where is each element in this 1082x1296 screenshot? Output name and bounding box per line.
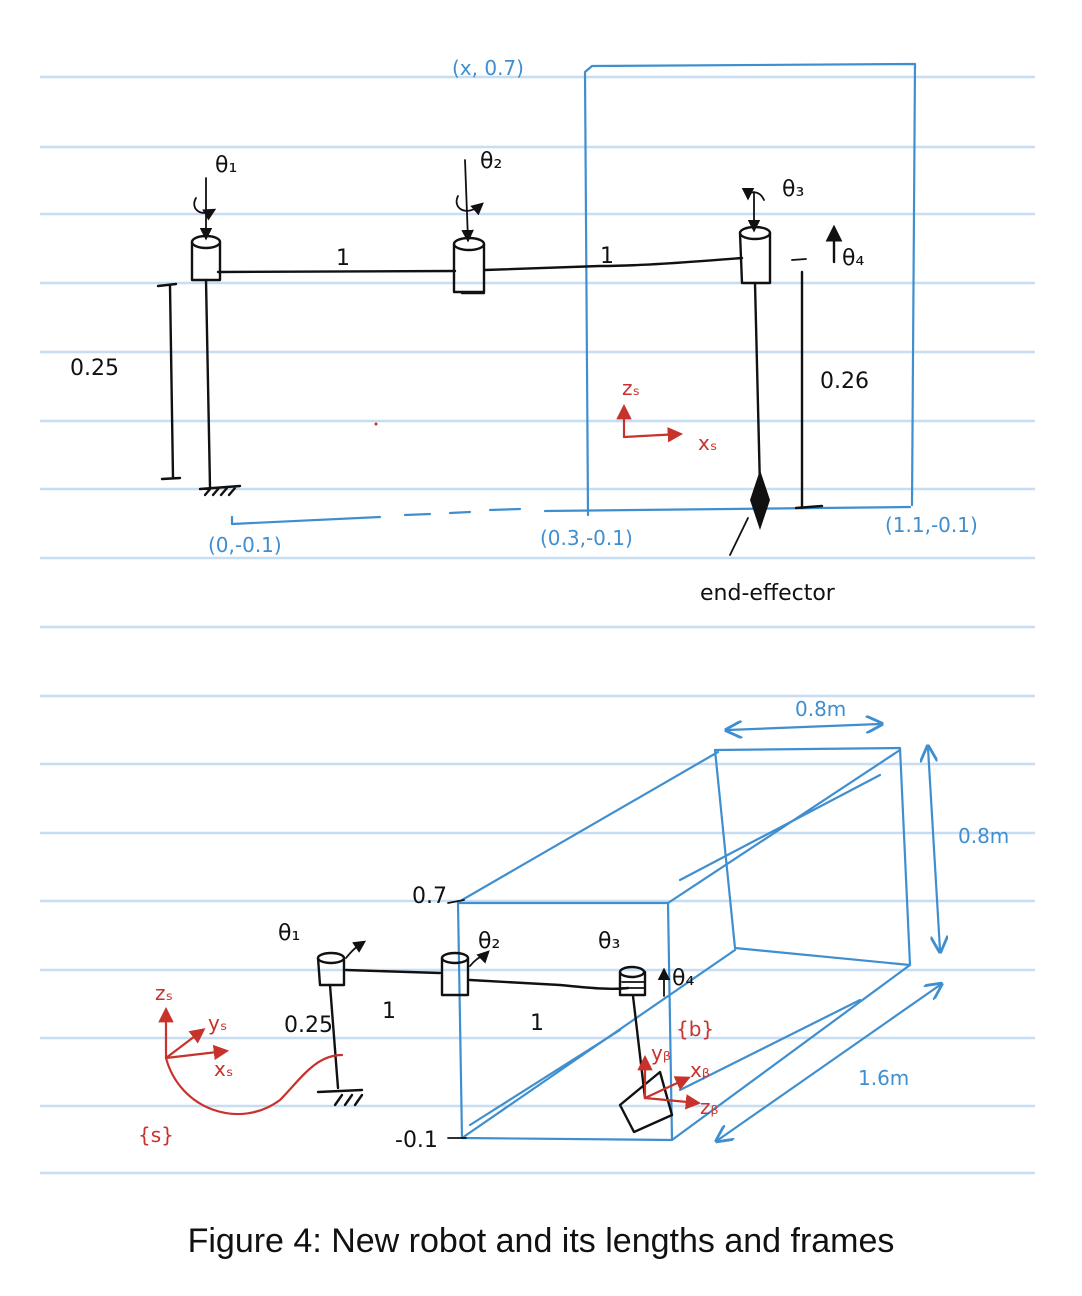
iso-view: 0.8m 0.8m 1.6m 0.7 -0.1 θ₁ θ₂ <box>138 697 1009 1153</box>
box-connecting-edges <box>460 748 912 1142</box>
iso-frame-s-y-label: yₛ <box>208 1011 227 1035</box>
joint-1-cylinder <box>190 177 222 282</box>
tool-height-dimension <box>794 270 824 510</box>
point-label-box-left: (0.3,-0.1) <box>540 526 633 550</box>
box-depth-label: 1.6m <box>858 1066 909 1090</box>
iso-theta3-label: θ₃ <box>598 929 620 954</box>
joint-2-cylinder <box>452 159 486 295</box>
tool-post <box>753 281 762 490</box>
iso-frame-s-y-axis <box>164 1028 206 1060</box>
iso-joint-1-cylinder <box>316 940 367 987</box>
iso-frame-s-x-axis <box>164 1044 230 1061</box>
ruled-lines <box>40 75 1035 1175</box>
box-height-label: 0.8m <box>958 824 1009 848</box>
point-label-origin: (0,-0.1) <box>208 533 282 557</box>
theta1-label: θ₁ <box>215 153 237 178</box>
link-line <box>216 256 744 274</box>
base-height-dimension <box>156 282 182 481</box>
iso-frame-s-link-curve <box>164 1053 344 1116</box>
iso-link2-length-label: 1 <box>530 1011 544 1036</box>
frame-s-x-axis <box>622 426 684 443</box>
iso-base-height-label: 0.25 <box>284 1013 333 1038</box>
end-effector-pointer <box>729 517 749 556</box>
iso-link-line <box>344 968 630 990</box>
ground-hatch <box>198 484 242 497</box>
joint-3-cylinder <box>738 187 772 285</box>
box-diagonals <box>468 773 882 1127</box>
iso-frame-b-z-axis <box>643 1094 702 1110</box>
frame-s-x-label: xₛ <box>698 431 717 455</box>
workspace-box-outline <box>583 62 917 517</box>
top-view: (x, 0.7) (0,-0.1) (0.3,-0.1) (1.1,-0.1) … <box>70 56 978 606</box>
iso-frame-s-name: {s} <box>138 1123 174 1147</box>
stray-dot <box>374 422 378 426</box>
box-height-arrow <box>928 748 940 950</box>
link2-length-label: 1 <box>600 244 614 269</box>
iso-base-post <box>328 983 340 1090</box>
iso-joint-2-cylinder <box>440 950 490 997</box>
floor-dashed-line <box>230 505 912 526</box>
iso-end-effector-plate <box>618 1070 674 1134</box>
iso-theta1-label: θ₁ <box>278 921 300 946</box>
iso-theta4-label: θ₄ <box>672 966 694 991</box>
iso-theta2-label: θ₂ <box>478 929 500 954</box>
box-back-face <box>713 746 912 967</box>
box-width-label: 0.8m <box>795 697 846 721</box>
theta4-tick <box>791 258 807 261</box>
figure-caption: Figure 4: New robot and its lengths and … <box>187 1222 895 1260</box>
iso-frame-b-x-label: xᵦ <box>690 1058 710 1082</box>
end-effector-label: end-effector <box>700 581 836 606</box>
iso-frame-b-name: {b} <box>676 1017 714 1041</box>
base-post <box>204 278 212 489</box>
link1-length-label: 1 <box>336 246 350 271</box>
end-effector-marker <box>750 470 770 530</box>
iso-frame-b-y-label: yᵦ <box>651 1041 671 1065</box>
theta3-label: θ₃ <box>782 177 804 202</box>
iso-tool-post <box>631 994 647 1100</box>
iso-link1-length-label: 1 <box>382 999 396 1024</box>
point-label-box-right: (1.1,-0.1) <box>885 513 978 537</box>
iso-frame-b-z-label: zᵦ <box>700 1095 719 1119</box>
box-corner-label: (x, 0.7) <box>452 56 524 80</box>
box-width-arrow <box>728 724 880 730</box>
box-depth-arrow <box>718 985 940 1140</box>
box-top-label: 0.7 <box>412 884 447 909</box>
theta4-label: θ₄ <box>842 246 864 271</box>
iso-frame-s-z-label: zₛ <box>155 981 173 1005</box>
iso-frame-b-x-axis <box>643 1076 691 1100</box>
box-top-tick <box>447 899 465 904</box>
theta2-label: θ₂ <box>480 149 502 174</box>
base-height-label: 0.25 <box>70 356 119 381</box>
box-bottom-label: -0.1 <box>395 1128 438 1153</box>
frame-s-z-label: zₛ <box>622 376 640 400</box>
tool-height-label: 0.26 <box>820 369 869 394</box>
iso-frame-s-x-label: xₛ <box>214 1057 233 1081</box>
iso-ground-hatch <box>316 1088 364 1107</box>
